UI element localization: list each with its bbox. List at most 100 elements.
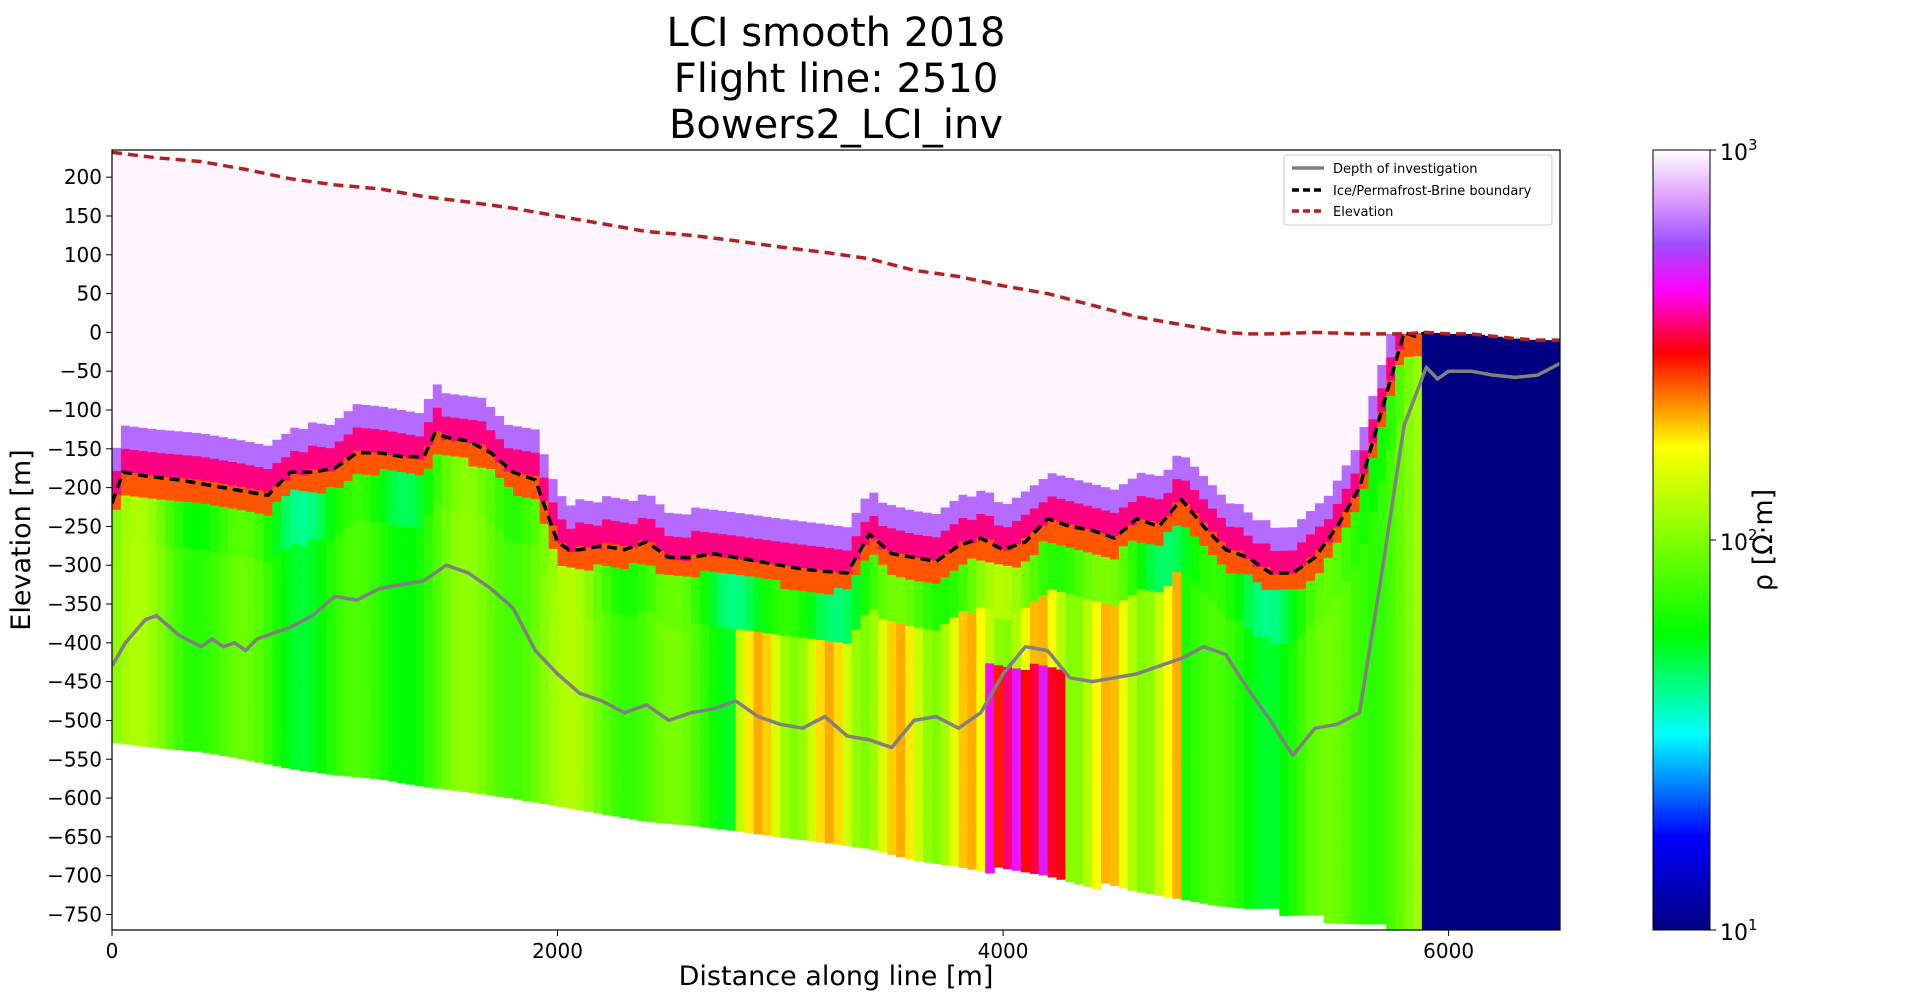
heatmap-cell (316, 198, 327, 207)
heatmap-cell (450, 324, 461, 333)
heatmap-cell (504, 649, 514, 659)
heatmap-cell (245, 434, 256, 443)
heatmap-cell (308, 181, 318, 191)
heatmap-cell (637, 323, 648, 333)
heatmap-cell (486, 259, 496, 268)
heatmap-cell (281, 620, 291, 629)
heatmap-cell (628, 772, 639, 781)
heatmap-cell (548, 269, 559, 278)
heatmap-cell (530, 483, 541, 493)
heatmap-cell (352, 303, 363, 312)
heatmap-cell (593, 719, 603, 729)
heatmap-cell (138, 474, 149, 483)
heatmap-cell (468, 753, 478, 763)
heatmap-cell (165, 655, 175, 665)
heatmap-cell (664, 737, 674, 747)
heatmap-cell (129, 651, 140, 661)
heatmap-cell (388, 237, 398, 247)
heatmap-cell (254, 606, 265, 616)
heatmap-cell (281, 294, 291, 303)
heatmap-cell (183, 315, 193, 325)
heatmap-cell (299, 250, 309, 259)
chart-title-line-1: LCI smooth 2018 (666, 10, 1005, 56)
heatmap-cell (486, 670, 496, 680)
heatmap-cell (450, 751, 461, 760)
heatmap-cell (343, 302, 354, 311)
heatmap-cell (575, 367, 585, 376)
heatmap-cell (566, 319, 576, 328)
heatmap-cell (334, 767, 345, 776)
heatmap-cell (486, 593, 496, 602)
heatmap-cell (450, 448, 461, 458)
heatmap-cell (343, 240, 354, 249)
heatmap-cell (441, 486, 452, 495)
heatmap-cell (602, 255, 612, 264)
heatmap-cell (370, 584, 380, 593)
heatmap-cell (227, 749, 238, 758)
heatmap-cell (646, 588, 657, 598)
heatmap-cell (646, 231, 657, 241)
heatmap-cell (521, 210, 532, 219)
heatmap-cell (325, 704, 336, 713)
heatmap-cell (441, 618, 452, 627)
heatmap-cell (147, 172, 158, 182)
heatmap-cell (521, 226, 532, 235)
heatmap-cell (637, 331, 648, 340)
heatmap-cell (112, 447, 122, 457)
heatmap-cell (530, 258, 541, 268)
heatmap-cell (183, 517, 193, 526)
heatmap-cell (334, 472, 345, 481)
heatmap-cell (281, 177, 291, 187)
heatmap-cell (397, 642, 407, 652)
heatmap-cell (254, 536, 265, 546)
heatmap-cell (192, 533, 202, 543)
heatmap-cell (388, 579, 398, 588)
heatmap-cell (245, 713, 256, 722)
heatmap-cell (495, 734, 505, 743)
heatmap-cell (566, 264, 576, 274)
heatmap-cell (593, 300, 603, 309)
heatmap-cell (611, 528, 621, 538)
heatmap-cell (290, 505, 300, 514)
heatmap-cell (539, 772, 550, 781)
heatmap-cell (691, 460, 701, 470)
heatmap-cell (664, 342, 674, 351)
heatmap-cell (254, 467, 265, 476)
heatmap-cell (263, 709, 273, 718)
heatmap-cell (584, 671, 594, 680)
heatmap-cell (174, 167, 184, 176)
heatmap-cell (334, 394, 345, 404)
heatmap-cell (183, 696, 193, 705)
heatmap-cell (602, 728, 612, 738)
heatmap-cell (584, 462, 594, 471)
heatmap-cell (308, 243, 318, 253)
heatmap-cell (290, 435, 300, 444)
heatmap-cell (557, 426, 568, 435)
heatmap-cell (325, 316, 336, 325)
heatmap-cell (423, 298, 434, 307)
heatmap-cell (575, 227, 585, 236)
heatmap-cell (290, 629, 300, 638)
heatmap-cell (218, 693, 229, 702)
heatmap-cell (254, 731, 265, 740)
heatmap-cell (325, 750, 336, 760)
heatmap-cell (664, 691, 674, 700)
heatmap-cell (281, 488, 291, 497)
heatmap-cell (183, 424, 193, 433)
heatmap-cell (254, 707, 265, 717)
heatmap-cell (334, 309, 345, 318)
heatmap-cell (664, 233, 674, 242)
heatmap-cell (673, 630, 683, 639)
heatmap-cell (174, 718, 184, 727)
heatmap-cell (459, 589, 470, 598)
heatmap-cell (112, 587, 122, 596)
heatmap-cell (210, 621, 220, 631)
heatmap-cell (682, 483, 692, 492)
heatmap-cell (432, 392, 443, 401)
heatmap-cell (602, 542, 612, 552)
heatmap-cell (548, 595, 559, 604)
heatmap-cell (441, 300, 452, 309)
heatmap-cell (308, 701, 318, 711)
heatmap-cell (691, 437, 701, 447)
heatmap-cell (388, 361, 398, 371)
